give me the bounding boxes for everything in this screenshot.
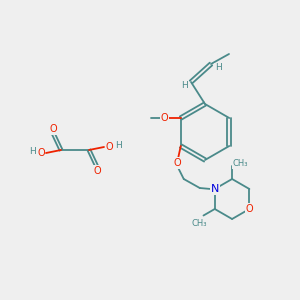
Text: CH₃: CH₃ [232, 160, 248, 169]
Text: N: N [211, 184, 219, 194]
Text: N: N [211, 184, 219, 194]
Text: O: O [93, 166, 101, 176]
Text: O: O [105, 142, 113, 152]
Text: O: O [37, 148, 45, 158]
Text: H: H [28, 146, 35, 155]
Text: CH₃: CH₃ [192, 219, 207, 228]
Text: H: H [115, 140, 122, 149]
Text: O: O [246, 204, 253, 214]
Text: H: H [181, 82, 188, 91]
Text: O: O [49, 124, 57, 134]
Text: H: H [214, 64, 221, 73]
Text: O: O [161, 113, 169, 123]
Text: O: O [174, 158, 182, 168]
